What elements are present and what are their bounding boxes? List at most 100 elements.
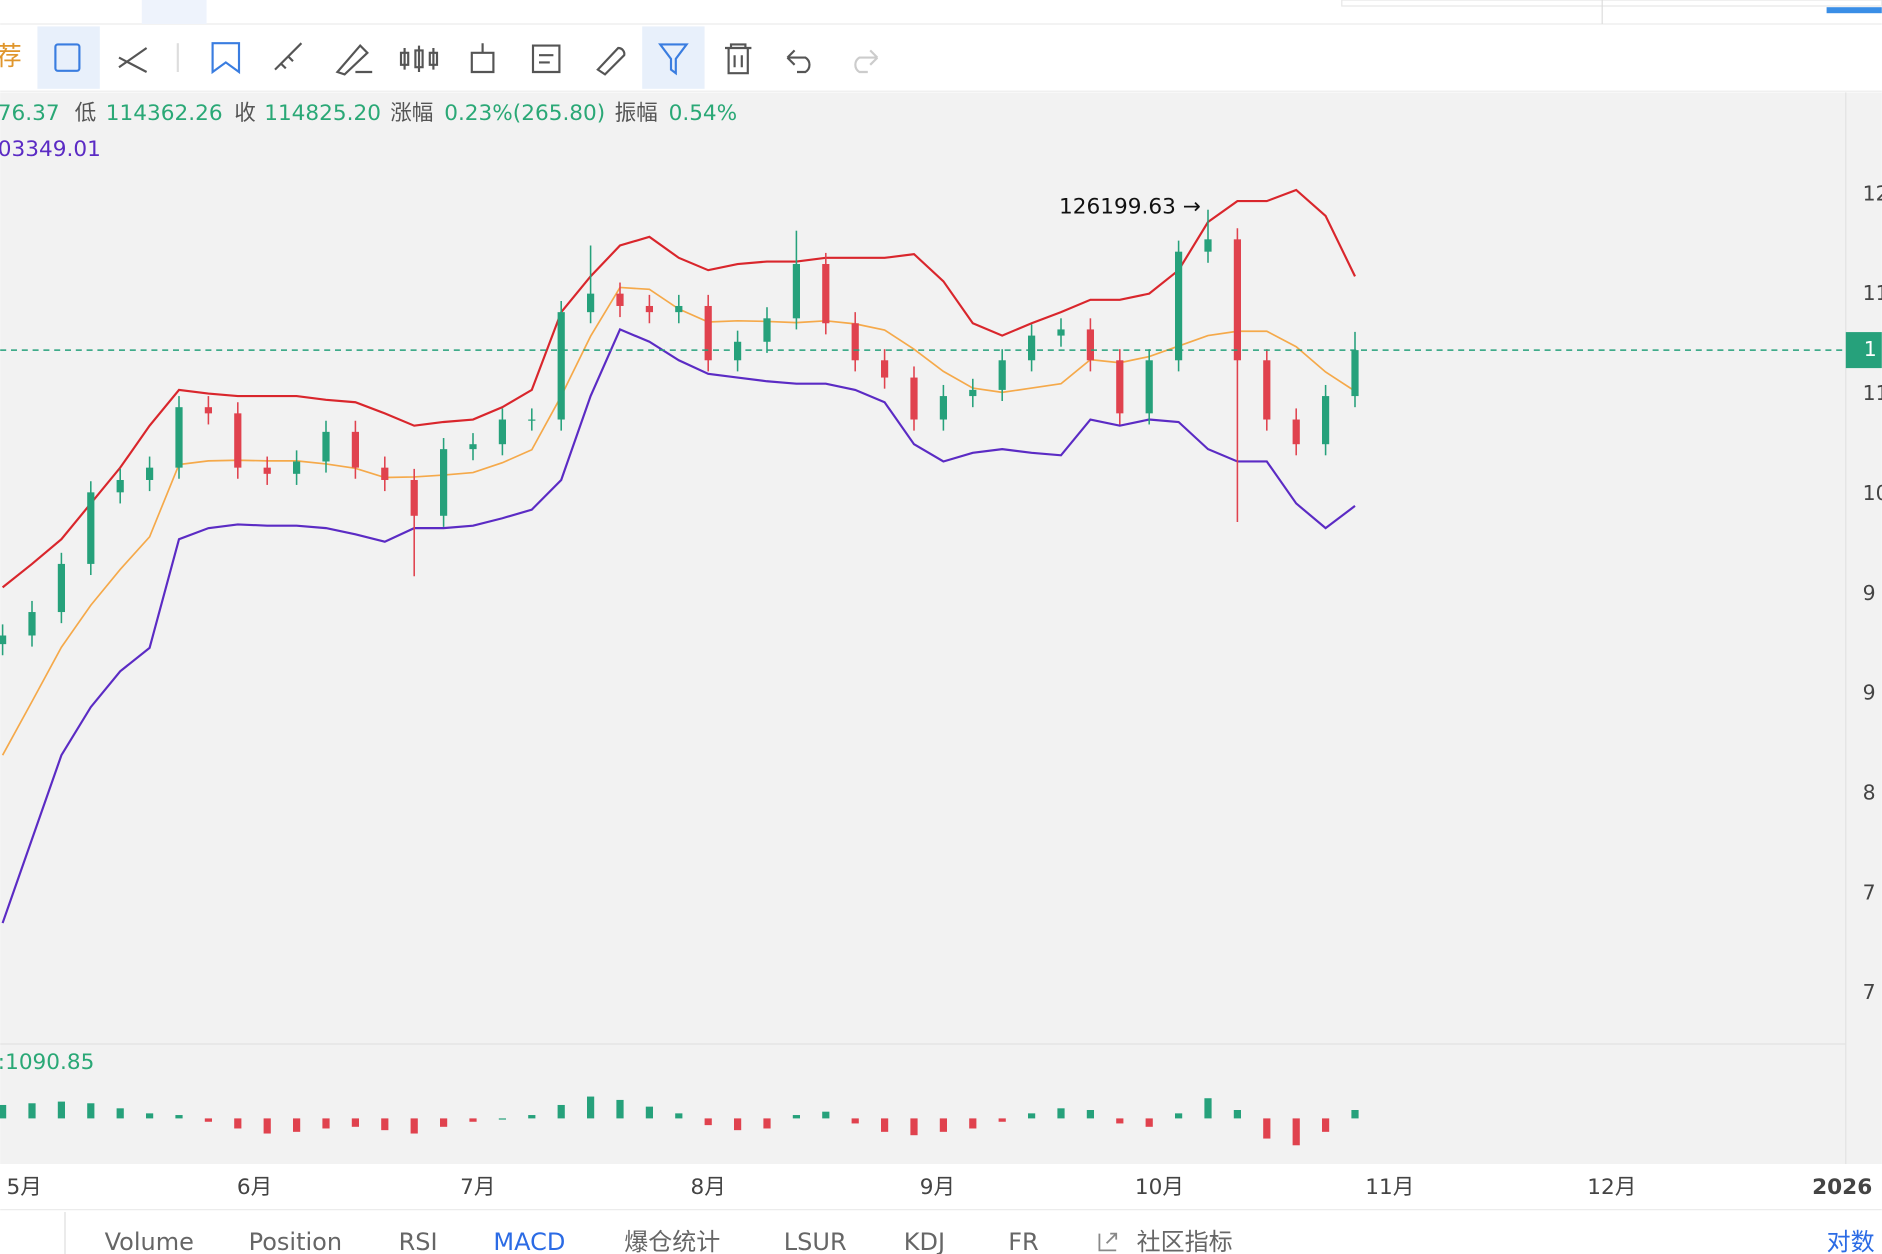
macd-bar (645, 1106, 653, 1119)
tool-icon[interactable] (54, 43, 81, 72)
x-tick-label: 10月 (1135, 1175, 1184, 1200)
macd-bar (1175, 1113, 1183, 1119)
macd-bar (939, 1118, 947, 1132)
candle-body (87, 492, 95, 564)
price-tag (1845, 332, 1882, 369)
candle-body (175, 407, 183, 468)
candle-body (1028, 335, 1036, 361)
toolbar-label[interactable]: 荐 (0, 41, 22, 72)
candle-body (792, 264, 800, 319)
macd-bar (1322, 1118, 1330, 1132)
y-tick-label: 10 (1863, 481, 1882, 505)
y-tick-label: 11 (1863, 281, 1882, 305)
candle-body (234, 413, 242, 468)
candle-body (1351, 350, 1359, 397)
candle-body (675, 305, 683, 313)
tab[interactable]: RSI (399, 1228, 438, 1254)
tool-icon[interactable] (596, 46, 626, 76)
tool-icon[interactable] (470, 43, 495, 74)
info-value: 0.54% (669, 101, 738, 126)
macd-bar (969, 1118, 977, 1129)
macd-bar (410, 1118, 418, 1134)
macd-bar (587, 1096, 595, 1119)
tool-icon[interactable] (531, 44, 561, 74)
macd-bar (734, 1118, 742, 1131)
x-tick-label: 2026 (1812, 1175, 1872, 1200)
band-line (1, 328, 1356, 924)
top-accent (1826, 7, 1882, 14)
tab[interactable]: 爆仓统计 (624, 1228, 720, 1254)
macd-bar (263, 1118, 271, 1134)
macd-bar (763, 1118, 771, 1129)
info-value: 0.23%(265.80) (444, 101, 605, 126)
tool-icon[interactable] (274, 42, 303, 71)
macd-bar (1292, 1118, 1300, 1146)
tool-icon[interactable] (399, 45, 439, 72)
macd-bar (469, 1118, 477, 1122)
y-tick-label: 9 (1863, 581, 1876, 605)
candle-body (1322, 396, 1330, 445)
toolbar-icons (54, 42, 879, 76)
macd-bar (234, 1118, 242, 1129)
y-tick-label: 7 (1863, 980, 1876, 1004)
macd-bar (498, 1118, 506, 1120)
tool-icon[interactable] (724, 43, 752, 75)
annotation: 126199.63 → (1059, 194, 1201, 219)
candle-body (910, 377, 918, 420)
tool-icon[interactable] (335, 44, 373, 76)
macd-bar (998, 1118, 1006, 1122)
x-tick-label: 6月 (237, 1175, 272, 1200)
candle-body (1057, 329, 1065, 336)
candle-body (881, 360, 889, 378)
candle-body (0, 635, 7, 645)
candle-body (1233, 239, 1241, 361)
x-tick-label: 9月 (920, 1175, 955, 1200)
candle-body (204, 407, 212, 414)
macd-bar (116, 1108, 124, 1119)
candle-body (616, 293, 624, 306)
tab[interactable]: KDJ (904, 1228, 945, 1254)
log-button[interactable]: 对数 (1827, 1228, 1875, 1254)
tab[interactable]: FR (1008, 1228, 1038, 1254)
price-tag-label: 1 (1864, 337, 1877, 361)
tab[interactable]: Volume (105, 1228, 194, 1254)
tab[interactable]: LSUR (784, 1228, 847, 1254)
candle-body (381, 467, 389, 480)
candle-body (410, 479, 418, 516)
tab[interactable]: 社区指标 (1137, 1228, 1233, 1254)
info-row: 76.37 低 114362.26 收 114825.20 涨幅 0.23%(2… (0, 101, 737, 162)
tab[interactable]: Position (249, 1228, 342, 1254)
candle-body (1116, 360, 1124, 414)
tool-active[interactable] (642, 26, 705, 89)
x-tick-label: 8月 (691, 1175, 726, 1200)
tab[interactable]: MACD (493, 1228, 565, 1254)
tool-icon[interactable] (786, 49, 811, 74)
tool-active[interactable] (37, 26, 100, 89)
x-tick-label: 5月 (7, 1175, 42, 1200)
macd-bar (146, 1113, 154, 1119)
candle-body (822, 264, 830, 324)
tool-icon[interactable] (211, 42, 241, 75)
macd-bar (1028, 1113, 1036, 1119)
plot: 12 11 11 10 9 9 8 7 7 5月 6月 7月 8月 9月 10月 11月 12月 2026 1 126… (0, 181, 1882, 1200)
info-label: 涨幅 (390, 101, 433, 126)
macd-bar (881, 1118, 889, 1132)
period-active[interactable] (141, 0, 207, 24)
macd-bar (351, 1118, 359, 1127)
candle-body (998, 360, 1006, 390)
candle-body (734, 341, 742, 361)
macd-bar (1086, 1110, 1094, 1119)
candle-body (263, 467, 271, 474)
candle-body (1292, 419, 1300, 445)
info-value: 76.37 (0, 101, 60, 126)
macd-bar (822, 1111, 830, 1119)
y-tick-label: 8 (1863, 780, 1876, 804)
tool-icon[interactable] (658, 43, 689, 76)
tool-icon[interactable] (118, 47, 148, 73)
candle-body (587, 293, 595, 313)
candle-body (293, 461, 301, 474)
candle-body (498, 419, 506, 445)
macd-label: :1090.85 (0, 1050, 94, 1075)
